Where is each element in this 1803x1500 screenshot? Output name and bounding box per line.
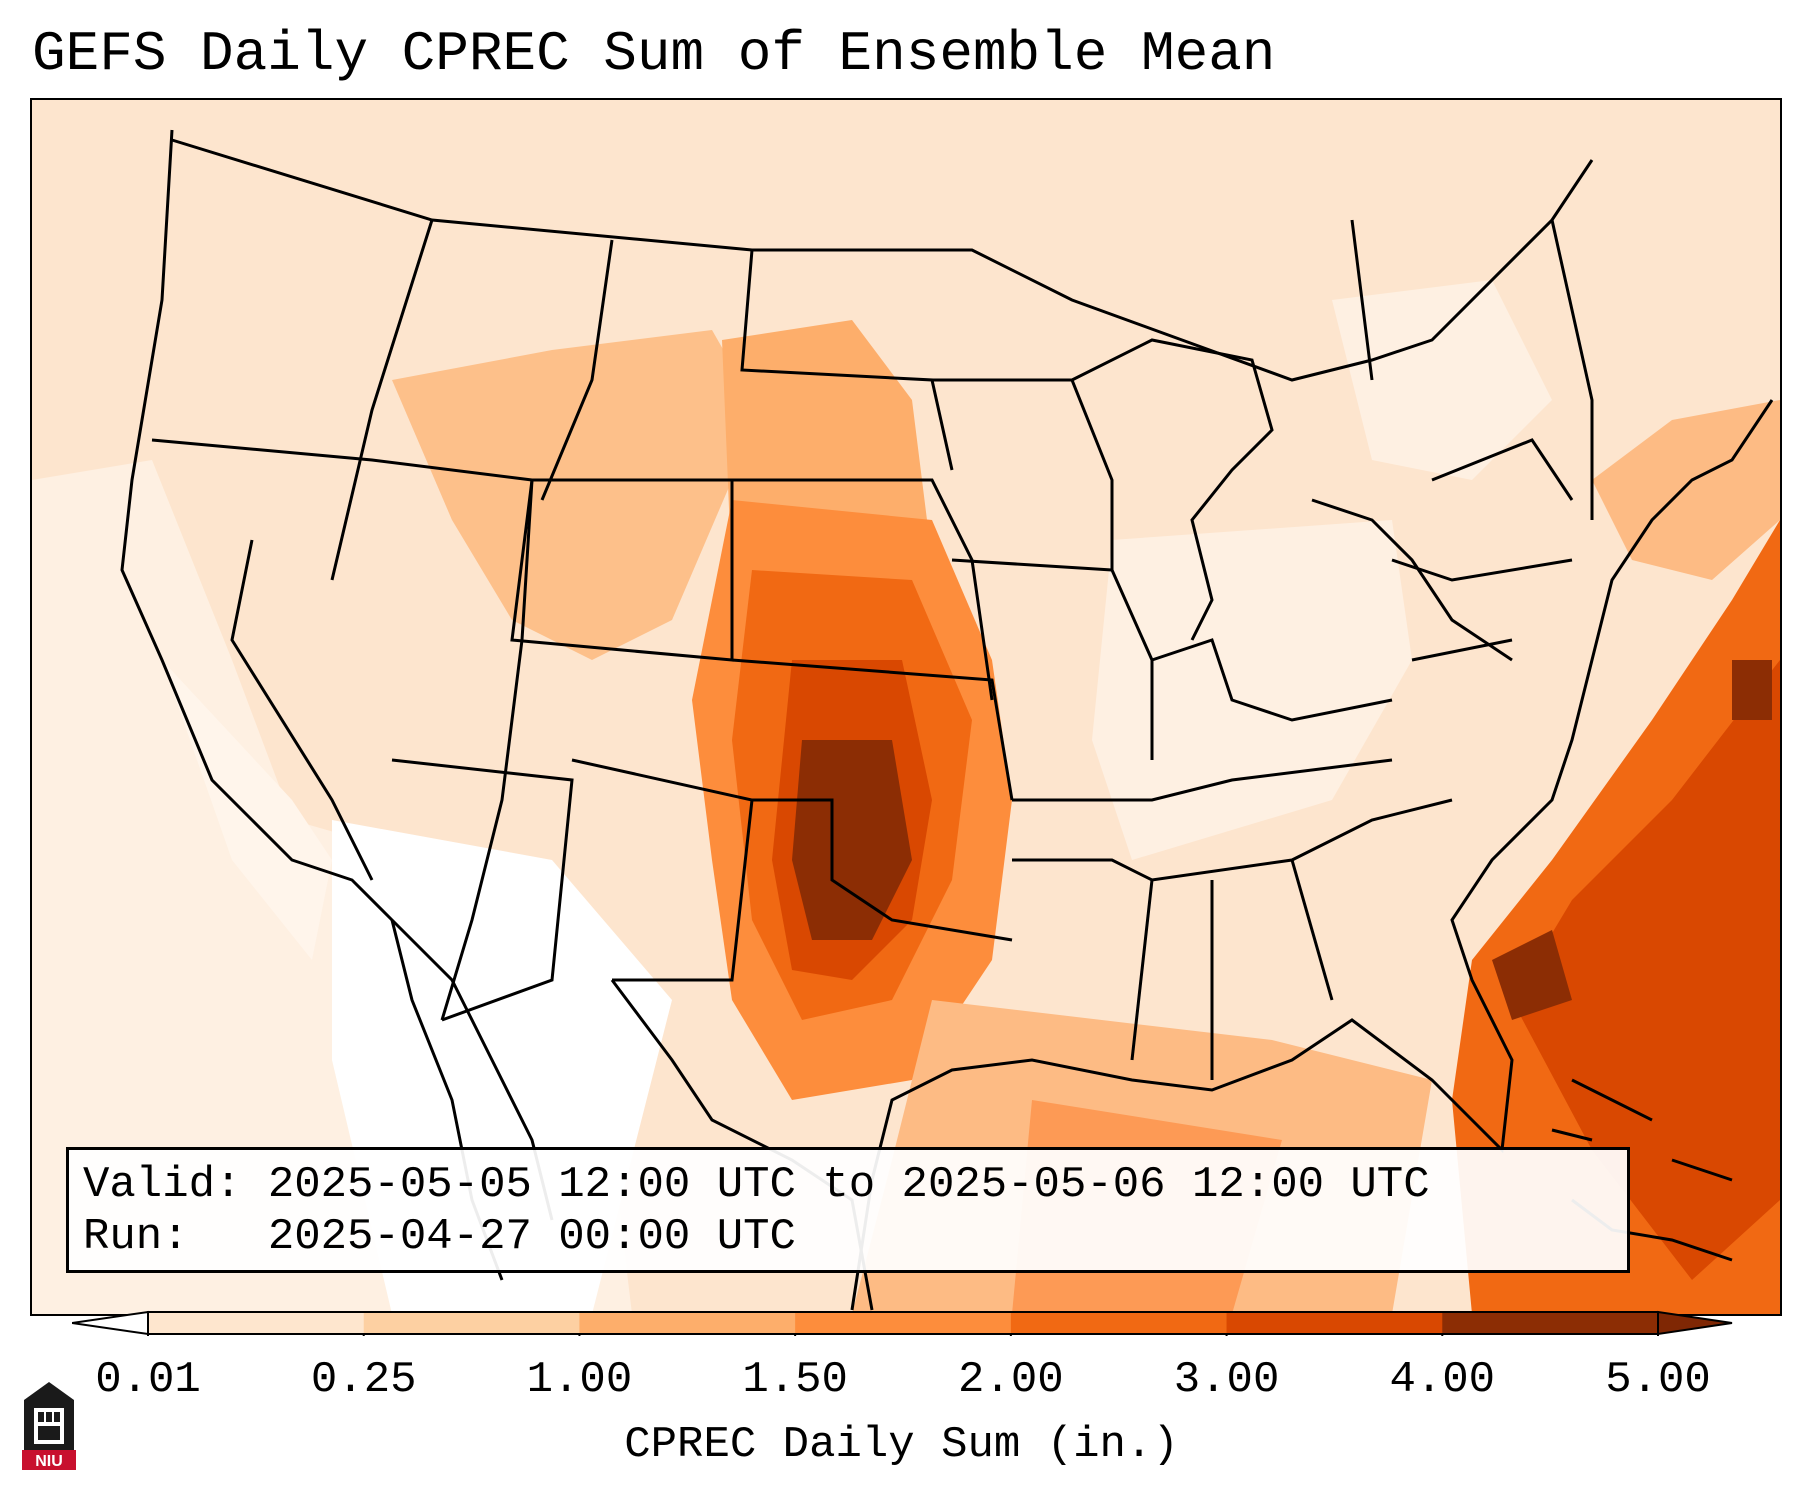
colorbar-tick-label: 3.00 (1173, 1355, 1280, 1405)
colorbar-tick-label: 1.00 (526, 1355, 633, 1405)
page-title: GEFS Daily CPREC Sum of Ensemble Mean (32, 22, 1276, 86)
colorbar-tick-label: 5.00 (1605, 1355, 1711, 1405)
colorbar-segment (1442, 1312, 1659, 1334)
colorbar-segment (1226, 1312, 1443, 1334)
niu-logo: NIU (22, 1382, 76, 1470)
precip-field (32, 100, 1780, 1314)
colorbar-tick-label: 0.25 (310, 1355, 417, 1405)
colorbar (72, 1310, 1733, 1336)
precip-map (32, 100, 1780, 1314)
colorbar-under-extend (72, 1310, 149, 1336)
colorbar-over-extend (1657, 1310, 1733, 1336)
colorbar-segment (363, 1312, 580, 1334)
colorbar-label: CPREC Daily Sum (in.) (624, 1420, 1179, 1470)
colorbar-segment (579, 1312, 796, 1334)
state-boundaries (120, 129, 1774, 1311)
colorbar-tick-label: 1.50 (742, 1355, 848, 1405)
caribbean-islands (1551, 1078, 1733, 1182)
colorbar-tick-label: 0.01 (95, 1355, 201, 1405)
colorbar-segment (795, 1312, 1012, 1334)
colorbar-segment (148, 1312, 365, 1334)
map-panel (30, 98, 1782, 1316)
run-time-line: Run: 2025-04-27 00:00 UTC (83, 1212, 796, 1262)
logo-text: NIU (35, 1453, 63, 1470)
colorbar-segments (147, 1312, 1659, 1336)
valid-run-info-box: Valid: 2025-05-05 12:00 UTC to 2025-05-0… (66, 1147, 1630, 1273)
colorbar-segment (1010, 1312, 1228, 1334)
colorbar-tick-label: 4.00 (1389, 1355, 1496, 1405)
colorbar-tick-label: 2.00 (958, 1355, 1064, 1405)
valid-time-line: Valid: 2025-05-05 12:00 UTC to 2025-05-0… (83, 1160, 1430, 1210)
colorbar-outline (147, 1311, 1659, 1335)
